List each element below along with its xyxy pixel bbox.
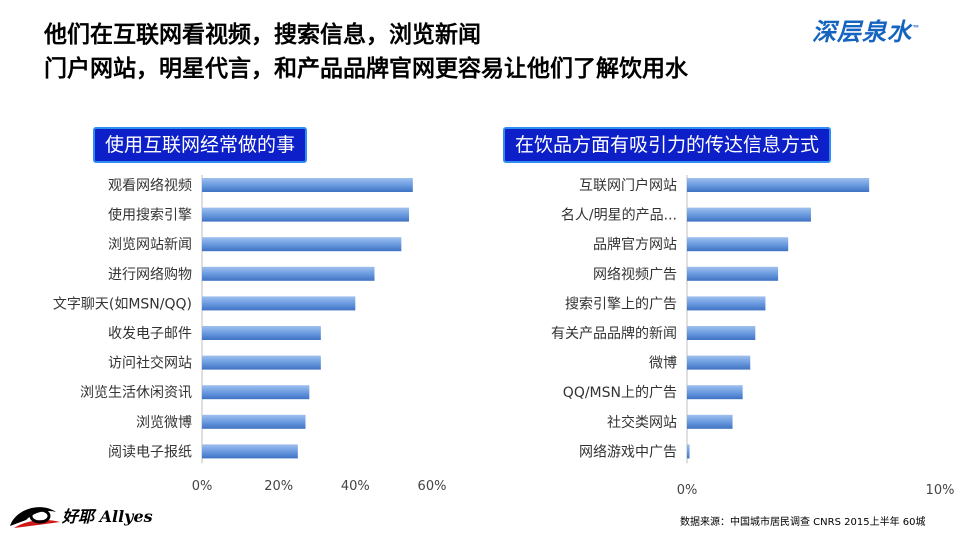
- chart-2-bar: [687, 385, 743, 400]
- chart-2-tick-label: 10%: [926, 483, 955, 498]
- chart-1-tick-label: 20%: [264, 479, 293, 494]
- chart-1-tick-label: 60%: [418, 479, 447, 494]
- chart-1-category-label: 使用搜索引擎: [108, 207, 192, 224]
- chart-1-bar: [202, 266, 375, 281]
- chart-2-bar: [687, 266, 779, 281]
- allyes-logo-text: 好耶 Allyes: [62, 507, 153, 526]
- chart-2-tick-label: 0%: [677, 483, 698, 498]
- brand-name: 深层泉水: [812, 18, 912, 46]
- chart-1-bar: [202, 296, 356, 311]
- chart-1-bar: [202, 207, 409, 222]
- chart-1-tick-label: 0%: [192, 479, 213, 494]
- chart-2-bar: [687, 237, 789, 252]
- chart-1-category-label: 收发电子邮件: [108, 326, 192, 342]
- chart-1-bar: [202, 444, 298, 459]
- chart-2-category-label: 有关产品品牌的新闻: [551, 325, 677, 342]
- chart-2-category-label: 名人/明星的产品...: [561, 208, 677, 224]
- chart-1-bar: [202, 326, 321, 340]
- chart-1-category-label: 阅读电子报纸: [108, 443, 192, 460]
- chart-1-bar: [202, 414, 306, 429]
- chart-2-category-label: QQ/MSN上的广告: [563, 385, 677, 401]
- chart-2-bar: [687, 355, 751, 370]
- chart-1-category-label: 浏览网站新闻: [108, 237, 192, 253]
- chart-1-bar: [202, 355, 321, 370]
- chart-1-category-label: 文字聊天(如MSN/QQ): [53, 296, 192, 312]
- chart-2-bar: [687, 207, 811, 222]
- chart-2-category-label: 互联网门户网站: [579, 177, 677, 194]
- headline-line-2: 门户网站，明星代言，和产品品牌官网更容易让他们了解饮用水: [44, 56, 688, 82]
- chart-2-category-label: 品牌官方网站: [593, 236, 677, 253]
- chart-1-category-label: 进行网络购物: [108, 267, 192, 283]
- chart-1-tick-label: 40%: [341, 479, 370, 494]
- chart-1-category-label: 浏览微博: [136, 414, 192, 431]
- chart-2-bar: [687, 178, 870, 192]
- chart-2-bar: [687, 326, 756, 340]
- brand-tm: ™: [912, 24, 921, 33]
- chart-1-bar: [202, 237, 402, 252]
- chart-1-category-label: 浏览生活休闲资讯: [80, 385, 192, 401]
- allyes-logo-icon: [10, 507, 60, 528]
- chart-2-category-label: 微博: [649, 355, 677, 372]
- headline-line-1: 他们在互联网看视频，搜索信息，浏览新闻: [44, 22, 481, 48]
- chart-1-bar: [202, 385, 310, 400]
- chart-2-bar: [687, 414, 733, 429]
- chart-2-category-label: 网络视频广告: [593, 267, 677, 283]
- headline: 他们在互联网看视频，搜索信息，浏览新闻 门户网站，明星代言，和产品品牌官网更容易…: [44, 18, 688, 86]
- chart-2-category-label: 社交类网站: [607, 414, 677, 431]
- brand-logo: 深层泉水™: [812, 12, 921, 47]
- chart-2-bar: [687, 444, 690, 459]
- chart-2-title: 在饮品方面有吸引力的传达信息方式: [503, 127, 832, 163]
- chart-1-bar: [202, 178, 413, 192]
- chart-1-category-label: 访问社交网站: [108, 355, 192, 372]
- chart-1-category-label: 观看网络视频: [108, 178, 192, 194]
- chart-2-category-label: 网络游戏中广告: [579, 444, 677, 460]
- data-source-note: 数据来源：中国城市居民调查 CNRS 2015上半年 60城: [680, 517, 926, 528]
- chart-1-title: 使用互联网经常做的事: [93, 127, 308, 163]
- chart-2-category-label: 搜索引擎上的广告: [565, 295, 677, 312]
- chart-2-bar: [687, 296, 766, 311]
